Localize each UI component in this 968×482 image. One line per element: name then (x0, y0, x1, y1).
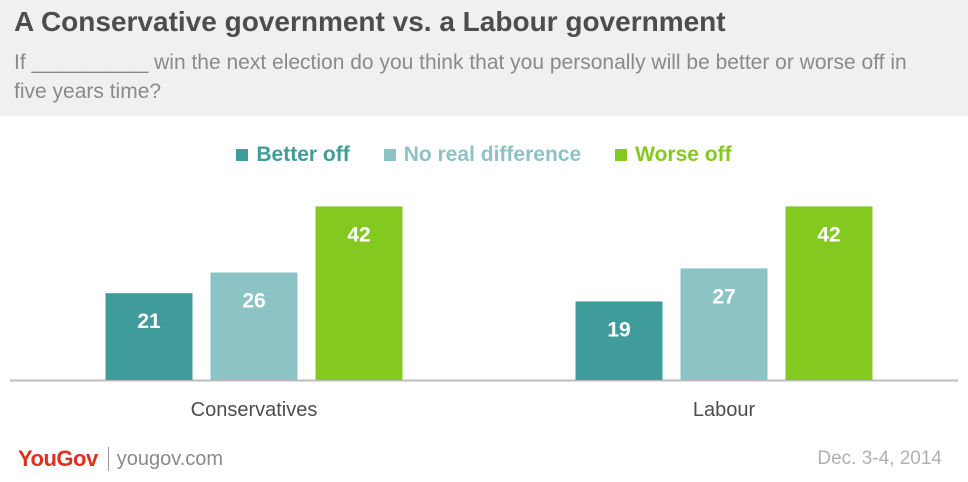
legend-item: Worse off (615, 143, 732, 167)
chart-header: A Conservative government vs. a Labour g… (0, 0, 968, 116)
data-label: 42 (817, 223, 840, 246)
brand-divider (107, 447, 109, 471)
survey-date: Dec. 3-4, 2014 (817, 448, 942, 469)
legend-swatch (236, 149, 249, 161)
category-label: Conservatives (191, 399, 318, 421)
data-label: 42 (347, 223, 370, 246)
brand-url: yougov.com (116, 447, 224, 470)
footer-brand: YouGov yougov.com (18, 446, 223, 472)
bar (680, 268, 768, 380)
legend-label: No real difference (403, 143, 582, 166)
bar (575, 301, 663, 380)
data-label: 21 (137, 310, 161, 333)
chart-title: A Conservative government vs. a Labour g… (14, 6, 726, 37)
legend-item: No real difference (383, 143, 582, 167)
bar (105, 293, 193, 380)
bar (785, 206, 873, 380)
legend-item: Better off (236, 143, 350, 167)
chart-legend: Better off No real difference Worse off (0, 140, 968, 170)
legend-swatch (383, 149, 396, 161)
yougov-logo: YouGov (18, 446, 98, 471)
data-label: 26 (242, 290, 265, 313)
bar (315, 206, 403, 380)
legend-label: Worse off (635, 143, 732, 166)
data-label: 19 (607, 318, 630, 341)
category-label: Labour (693, 399, 756, 421)
data-label: 27 (712, 285, 735, 308)
chart-subtitle: If __________ win the next election do y… (14, 51, 907, 103)
bar (210, 272, 298, 380)
legend-swatch (615, 149, 628, 161)
legend-label: Better off (256, 143, 350, 166)
